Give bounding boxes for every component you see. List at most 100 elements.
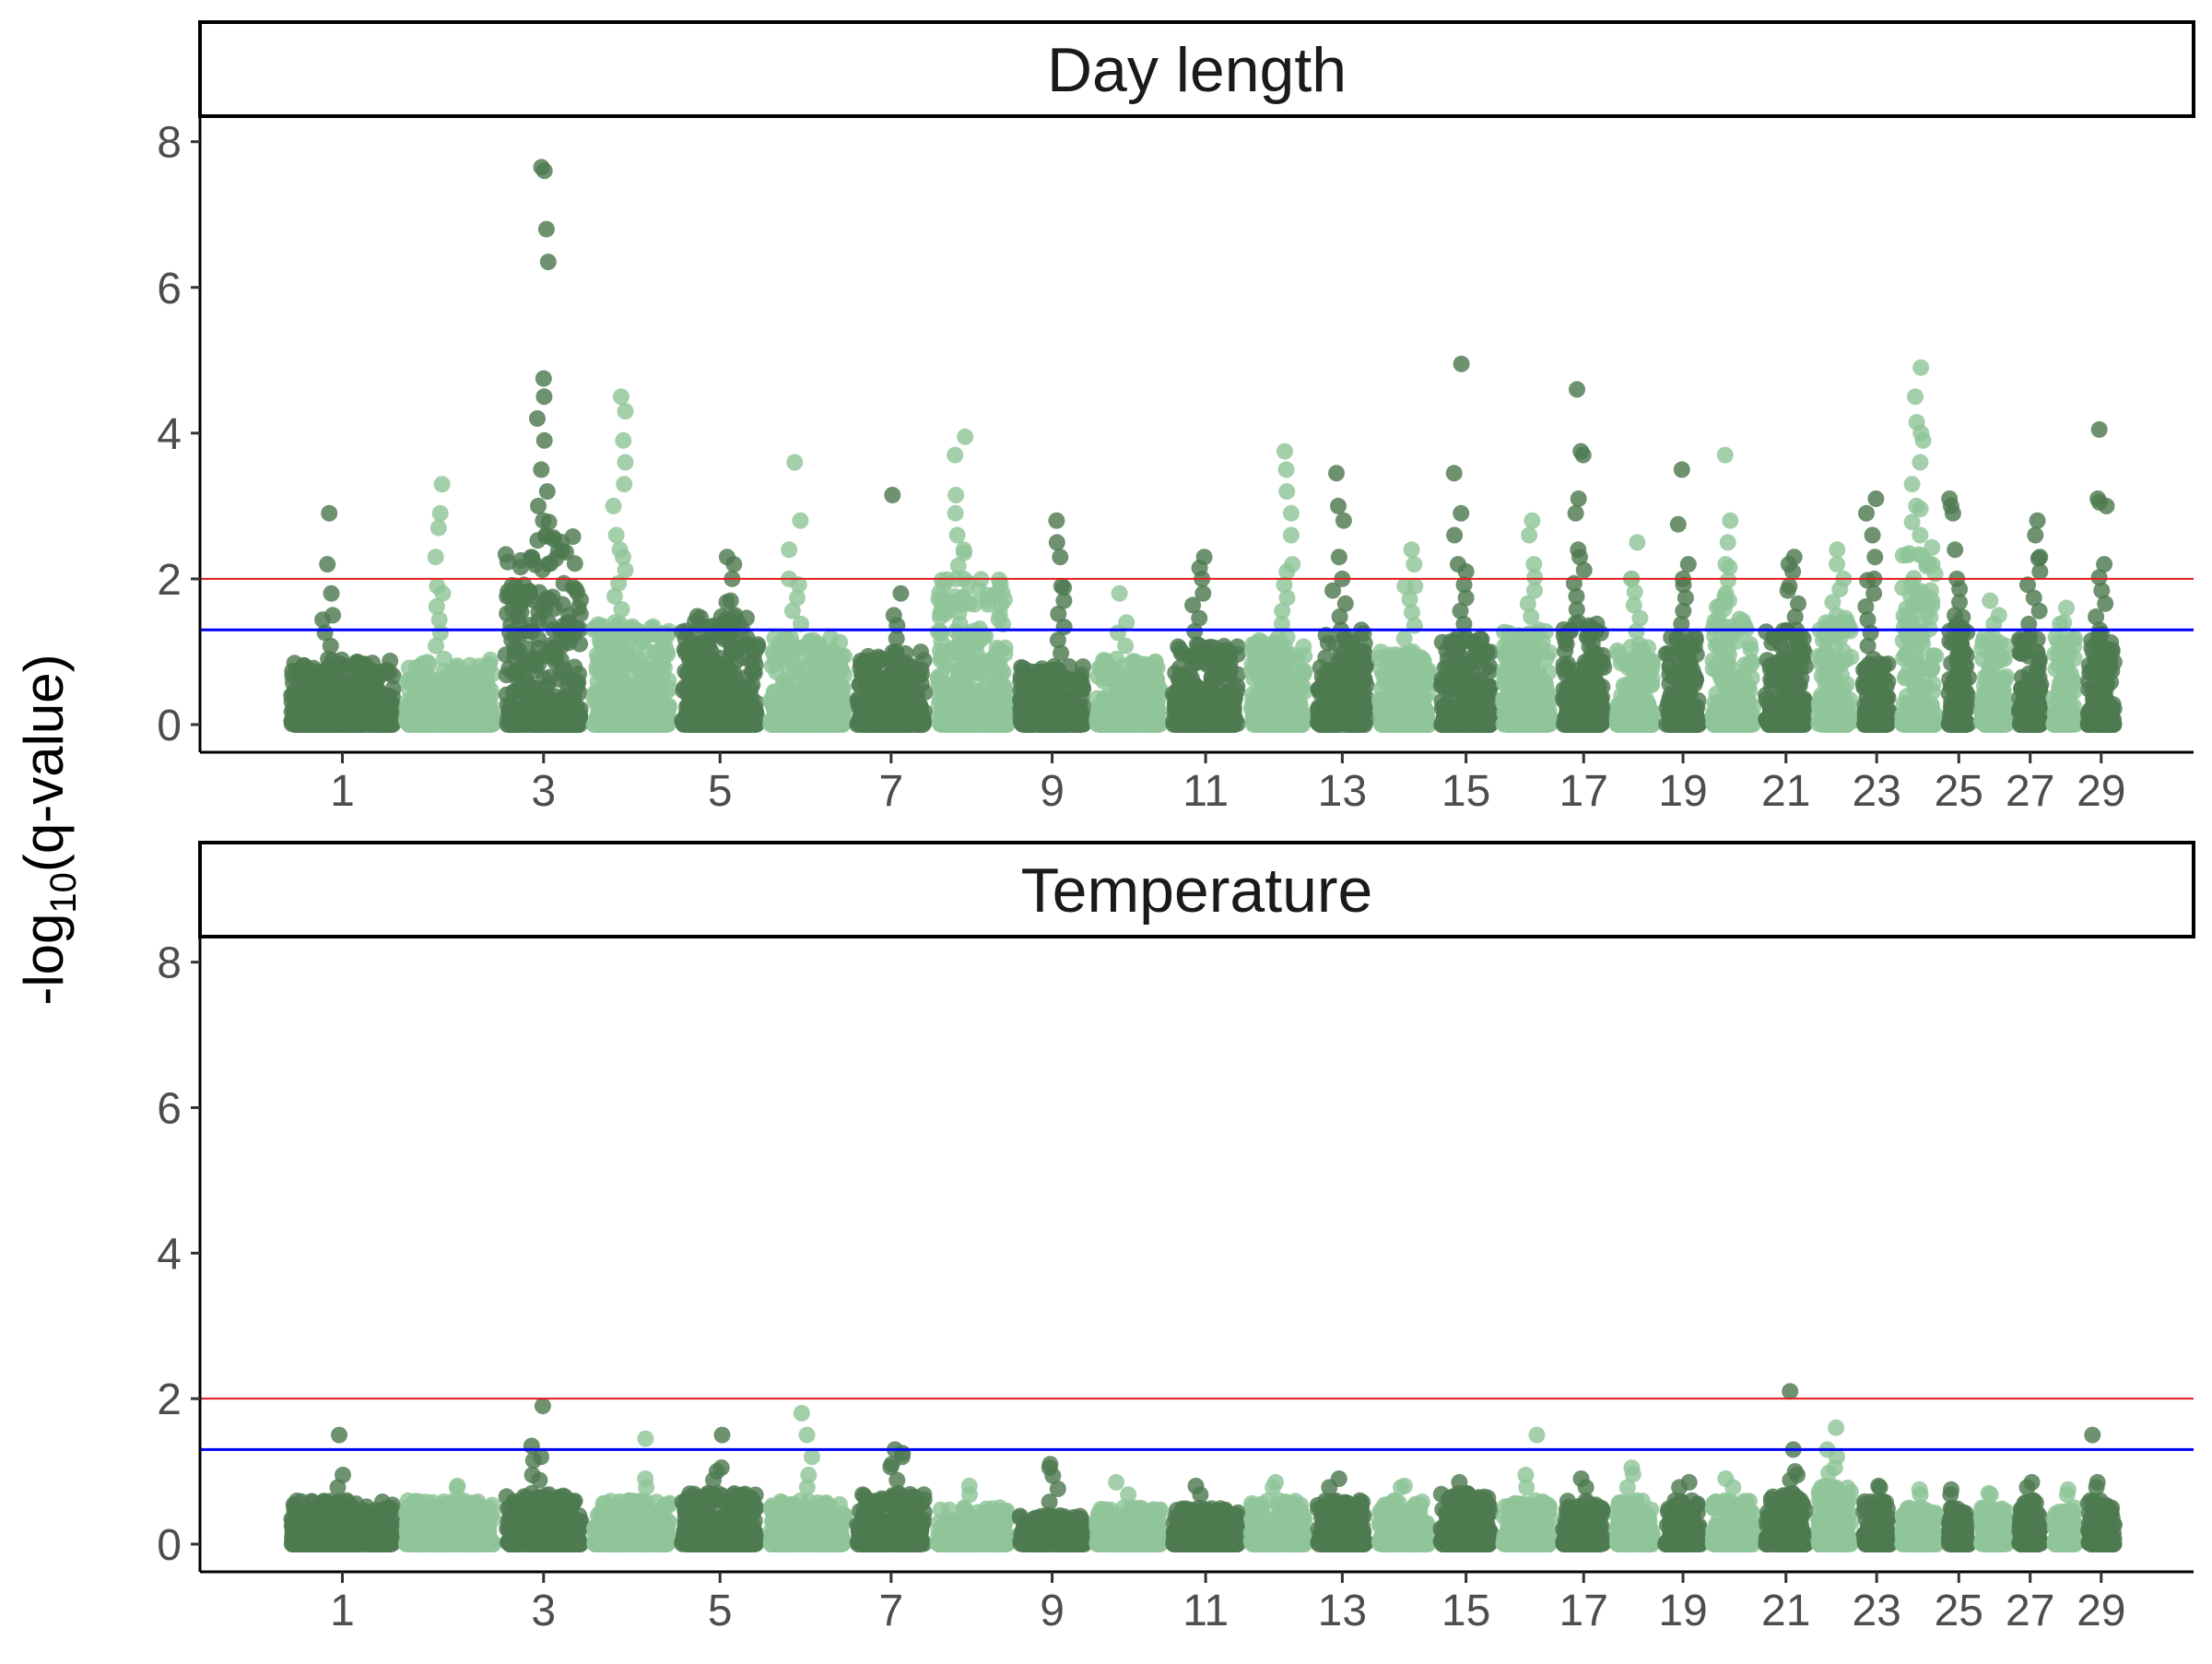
snp-point <box>1559 679 1577 697</box>
chromosome-4-points <box>585 388 678 733</box>
snp-point <box>1278 563 1296 580</box>
snp-point <box>889 667 906 684</box>
snp-point <box>542 555 559 572</box>
snp-point <box>1481 657 1498 675</box>
snp-point <box>436 650 453 667</box>
snp-peak-point <box>529 410 546 427</box>
snp-peak-point <box>1453 355 1470 372</box>
snp-peak-point <box>612 388 629 406</box>
snp-peak-point <box>433 476 451 493</box>
snp-peak-point <box>1277 461 1295 478</box>
snp-point <box>1284 646 1301 664</box>
snp-peak-point <box>321 504 338 522</box>
snp-point <box>615 549 631 566</box>
snp-point <box>482 651 500 668</box>
snp-peak-point <box>1403 541 1420 559</box>
snp-point <box>434 584 452 602</box>
snp-point <box>1395 661 1413 679</box>
snp-point <box>612 634 629 651</box>
snp-baseline-band <box>1559 699 1608 733</box>
snp-point <box>1434 677 1452 694</box>
snp-point <box>1229 638 1246 655</box>
chromosome-9-points <box>1012 512 1093 733</box>
snp-peak-point <box>535 162 553 180</box>
snp-point <box>1457 563 1475 580</box>
snp-baseline-band <box>678 699 762 733</box>
snp-peak-point <box>892 584 910 602</box>
snp-point <box>782 629 799 646</box>
snp-point <box>1320 667 1337 684</box>
snp-point <box>505 666 523 683</box>
chromosome-7-points <box>849 487 934 733</box>
snp-baseline-band <box>590 699 674 733</box>
snp-point <box>314 611 332 629</box>
chromosome-10-points <box>1088 584 1169 733</box>
snp-peak-point <box>948 526 966 544</box>
snp-peak-point <box>429 519 447 537</box>
snp-point <box>677 641 695 658</box>
snp-point <box>1373 662 1390 679</box>
snp-point <box>566 555 583 572</box>
snp-baseline-band <box>1313 699 1371 733</box>
snp-point <box>821 644 839 662</box>
snp-point <box>944 640 961 656</box>
snp-peak-point <box>617 454 634 471</box>
snp-point <box>1557 643 1574 660</box>
snp-point <box>484 666 501 682</box>
snp-point <box>572 591 589 608</box>
snp-point <box>1115 675 1133 692</box>
snp-point <box>820 677 838 694</box>
facet-strip <box>198 20 2195 118</box>
snp-point <box>613 601 630 619</box>
snp-peak-point <box>615 431 632 449</box>
snp-baseline-band <box>501 699 585 733</box>
snp-point <box>466 667 484 684</box>
chromosome-16-points <box>1495 512 1559 733</box>
snp-point <box>1184 596 1202 614</box>
snp-point <box>459 679 477 697</box>
snp-point <box>554 637 571 655</box>
points-layer <box>283 159 2123 733</box>
snp-peak-point <box>792 512 809 529</box>
snp-point <box>1418 664 1436 680</box>
snp-point <box>571 606 589 623</box>
snp-peak-point <box>427 549 444 566</box>
snp-peak-point <box>1048 512 1065 529</box>
snp-peak-point <box>1282 504 1300 522</box>
snp-point <box>645 662 663 679</box>
snp-point <box>955 588 972 606</box>
snp-peak-point <box>616 476 633 493</box>
snp-point <box>956 544 973 561</box>
snp-point <box>739 635 757 653</box>
snp-point <box>1132 684 1149 701</box>
snp-baseline-band <box>1247 699 1310 733</box>
snp-point <box>512 552 529 569</box>
snp-baseline-band <box>1500 699 1555 733</box>
chromosome-1-points <box>283 504 402 733</box>
snp-point <box>509 595 526 612</box>
snp-point <box>606 587 623 605</box>
snp-point <box>564 528 582 546</box>
snp-point <box>357 669 374 687</box>
snp-point <box>727 652 745 669</box>
snp-peak-point <box>1048 534 1065 551</box>
chromosome-6-points <box>762 454 853 733</box>
snp-point <box>1382 646 1398 664</box>
snp-point <box>1055 579 1073 596</box>
snp-point <box>537 526 555 544</box>
snp-baseline-band <box>1092 699 1164 733</box>
snp-point <box>1095 672 1112 690</box>
snp-point <box>932 623 949 640</box>
snp-point <box>1253 633 1271 651</box>
snp-point <box>1317 649 1335 667</box>
snp-peak-point <box>533 461 550 478</box>
chromosome-5-points <box>674 549 767 733</box>
snp-point <box>654 625 672 643</box>
snp-point <box>1275 667 1292 684</box>
snp-peak-point <box>323 584 340 602</box>
snp-peak-point <box>1282 526 1300 544</box>
snp-point <box>1623 676 1641 693</box>
snp-point <box>430 671 447 689</box>
snp-point <box>1618 655 1636 672</box>
